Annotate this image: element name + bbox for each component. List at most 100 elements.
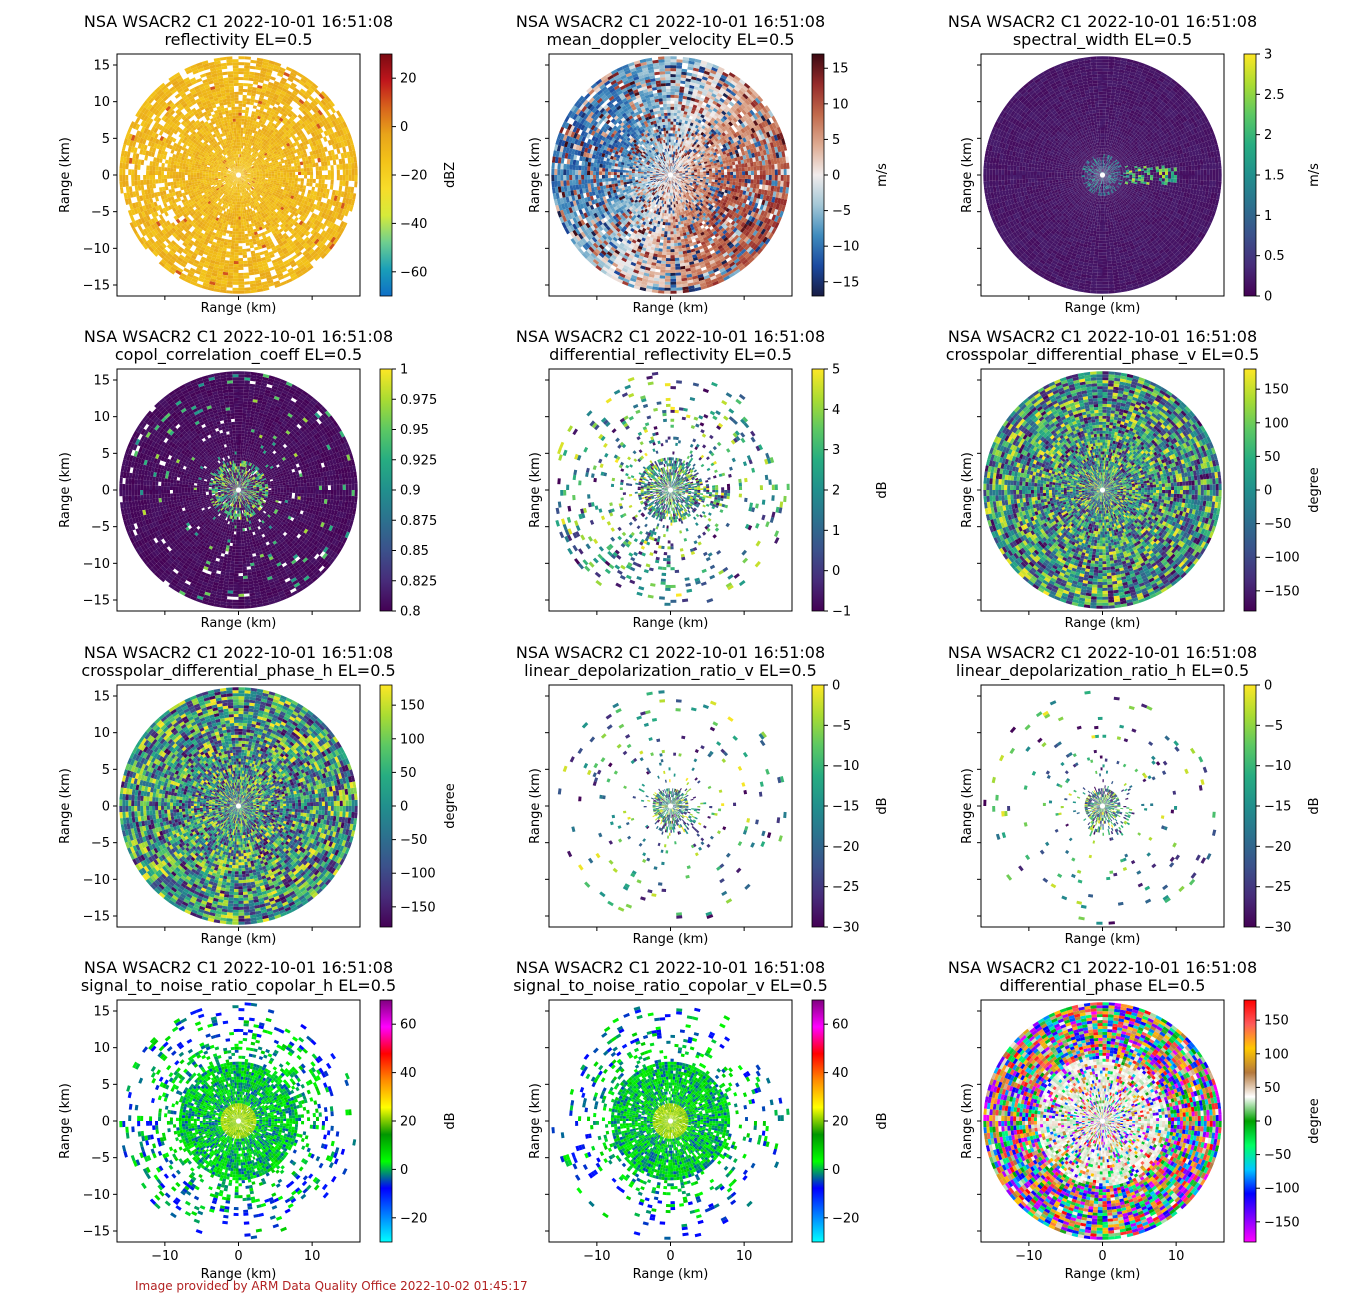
radar-cell [262, 286, 270, 292]
radar-cell [260, 67, 268, 72]
radar-cell [240, 133, 243, 137]
radar-cell [240, 151, 243, 155]
radar-cell [216, 135, 220, 139]
radar-cell [193, 249, 200, 255]
radar-cell [205, 273, 212, 279]
radar-cell [281, 87, 288, 93]
radar-cell [270, 137, 275, 142]
radar-cell [298, 215, 304, 221]
radar-cell [268, 176, 272, 179]
radar-cell [160, 195, 165, 200]
radar-cell [671, 163, 673, 167]
radar-cell [184, 254, 191, 260]
radar-cell [258, 180, 262, 183]
radar-cell [238, 160, 240, 164]
radar-cell [211, 104, 217, 109]
radar-cell [677, 179, 681, 182]
radar-cell [184, 204, 189, 209]
radar-cell [219, 259, 225, 263]
radar-cell [196, 139, 201, 144]
radar-cell [280, 210, 285, 215]
radar-cell [298, 238, 304, 244]
radar-cell [300, 227, 306, 233]
radar-cell [664, 179, 667, 182]
radar-cell [131, 141, 137, 148]
radar-cell [175, 259, 182, 265]
radar-cell [677, 184, 680, 187]
radar-cell [185, 124, 190, 130]
radar-cell [267, 147, 271, 151]
radar-cell [240, 166, 242, 170]
radar-cell [232, 168, 235, 171]
radar-cell [282, 105, 288, 111]
radar-cell [211, 272, 218, 277]
radar-cell [661, 184, 664, 187]
radar-cell [655, 182, 658, 185]
radar-cell [675, 169, 678, 172]
radar-cell [668, 169, 670, 173]
radar-cell [205, 171, 209, 174]
radar-cell [195, 247, 201, 252]
radar-cell [670, 166, 672, 170]
radar-cell [208, 149, 212, 153]
radar-cell [206, 179, 210, 182]
radar-cell [123, 192, 128, 200]
radar-cell [280, 188, 284, 192]
radar-cell [260, 70, 267, 75]
radar-cell [193, 202, 198, 207]
radar-cell [300, 77, 307, 84]
radar-cell [186, 188, 191, 192]
radar-cell [319, 152, 324, 158]
radar-cell [145, 194, 150, 200]
radar-cell [185, 211, 190, 217]
radar-cell [225, 220, 229, 225]
radar-cell [669, 189, 671, 193]
radar-cell [340, 152, 345, 159]
radar-cell [232, 278, 239, 282]
radar-cell [214, 84, 220, 89]
radar-cell [221, 250, 227, 255]
radar-cell [667, 169, 669, 173]
radar-cell [223, 183, 227, 186]
radar-cell [317, 157, 321, 163]
radar-cell [686, 164, 690, 167]
radar-cell [253, 158, 257, 162]
radar-cell [319, 143, 324, 149]
radar-cell [164, 232, 170, 239]
radar-cell [259, 161, 263, 165]
radar-cell [670, 180, 671, 184]
radar-cell [320, 212, 326, 219]
radar-cell [247, 193, 250, 197]
radar-cell [200, 182, 204, 185]
radar-cell [234, 246, 239, 250]
radar-cell [252, 238, 257, 242]
radar-cell [246, 119, 251, 123]
radar-cell [143, 144, 148, 151]
radar-cell [288, 180, 292, 184]
radar-cell [254, 130, 258, 135]
radar-cell [232, 173, 236, 175]
radar-cell [284, 235, 290, 240]
radar-cell [208, 205, 213, 210]
radar-cell [232, 161, 235, 165]
radar-cell [135, 123, 141, 131]
radar-cell [668, 163, 670, 167]
radar-cell [253, 127, 257, 131]
radar-cell [284, 102, 290, 108]
radar-cell [236, 189, 238, 193]
radar-cell [299, 142, 304, 148]
radar-cell [668, 183, 670, 187]
radar-cell [245, 190, 248, 194]
radar-cell [665, 157, 667, 161]
radar-cell [244, 175, 248, 177]
radar-cell [247, 153, 250, 157]
radar-cell [182, 143, 187, 148]
radar-cell [256, 173, 260, 175]
radar-cell [240, 210, 243, 214]
y-tick-label: −15 [83, 279, 110, 294]
radar-cell [229, 184, 232, 187]
radar-cell [684, 180, 688, 183]
radar-cell [652, 174, 656, 175]
radar-cell [201, 163, 205, 166]
radar-cell [219, 183, 223, 186]
